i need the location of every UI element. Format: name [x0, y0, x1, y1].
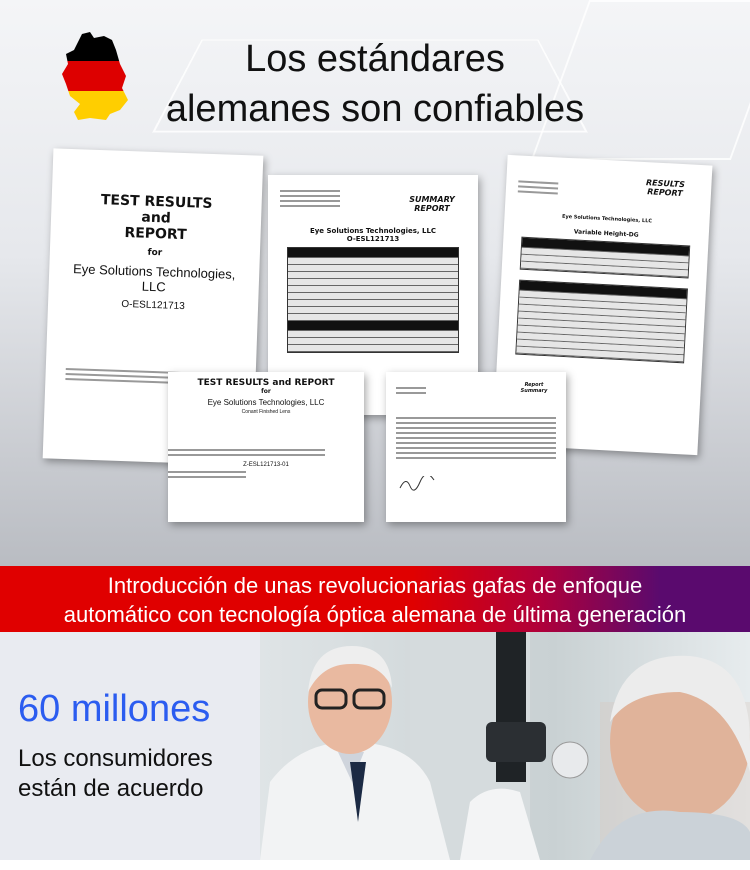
signature: [399, 476, 435, 491]
doc-company: Eye Solutions Technologies, LLC: [561, 213, 653, 225]
title-line: Los estándares: [245, 38, 505, 80]
doc-heading: RESULTS REPORT: [645, 178, 686, 199]
results-table: [520, 236, 690, 279]
doc-code: O-ESL121713: [346, 235, 400, 243]
doc-code: Z-ESL121713-01: [243, 462, 289, 468]
caption-line: Los consumidores: [18, 745, 213, 772]
stat-number: 60 millones: [18, 688, 211, 730]
doc-heading: Report Summary: [520, 382, 548, 394]
stat-caption: Los consumidores están de acuerdo: [18, 744, 213, 804]
hero-section: Los estándares alemanes son confiables T…: [0, 0, 750, 566]
doc-title: TEST RESULTS and REPORT: [197, 378, 335, 388]
doc-product: Conant Finished Lens: [241, 409, 291, 415]
doctor-patient-illustration: [260, 632, 750, 860]
germany-flag-map-icon: [62, 32, 128, 120]
intro-banner: Introducción de unas revolucionarias gaf…: [0, 566, 750, 632]
doc-code: O-ESL121713: [121, 298, 185, 313]
document-report-summary: Report Summary: [386, 372, 566, 522]
results-table: [515, 279, 688, 364]
banner-line: Introducción de unas revolucionarias gaf…: [107, 573, 643, 598]
doc-company: Eye Solutions Technologies, LLC: [309, 227, 437, 235]
banner-line: automático con tecnología óptica alemana…: [63, 602, 687, 627]
eye-exam-photo: [260, 632, 750, 860]
doc-for: for: [147, 247, 163, 259]
doc-heading: SUMMARY REPORT: [409, 195, 455, 213]
bottom-strip: [0, 860, 750, 870]
title-line: alemanes son confiables: [165, 88, 585, 130]
document-test-results-lens: TEST RESULTS and REPORT for Eye Solution…: [168, 372, 364, 522]
stats-panel: 60 millones Los consumidores están de ac…: [0, 632, 260, 860]
page-title: Los estándares alemanes son confiables: [150, 34, 600, 134]
caption-line: están de acuerdo: [18, 775, 204, 802]
doc-for: for: [261, 388, 271, 395]
results-table: [286, 247, 460, 353]
doc-company: Eye Solutions Technologies, LLC: [207, 398, 325, 407]
